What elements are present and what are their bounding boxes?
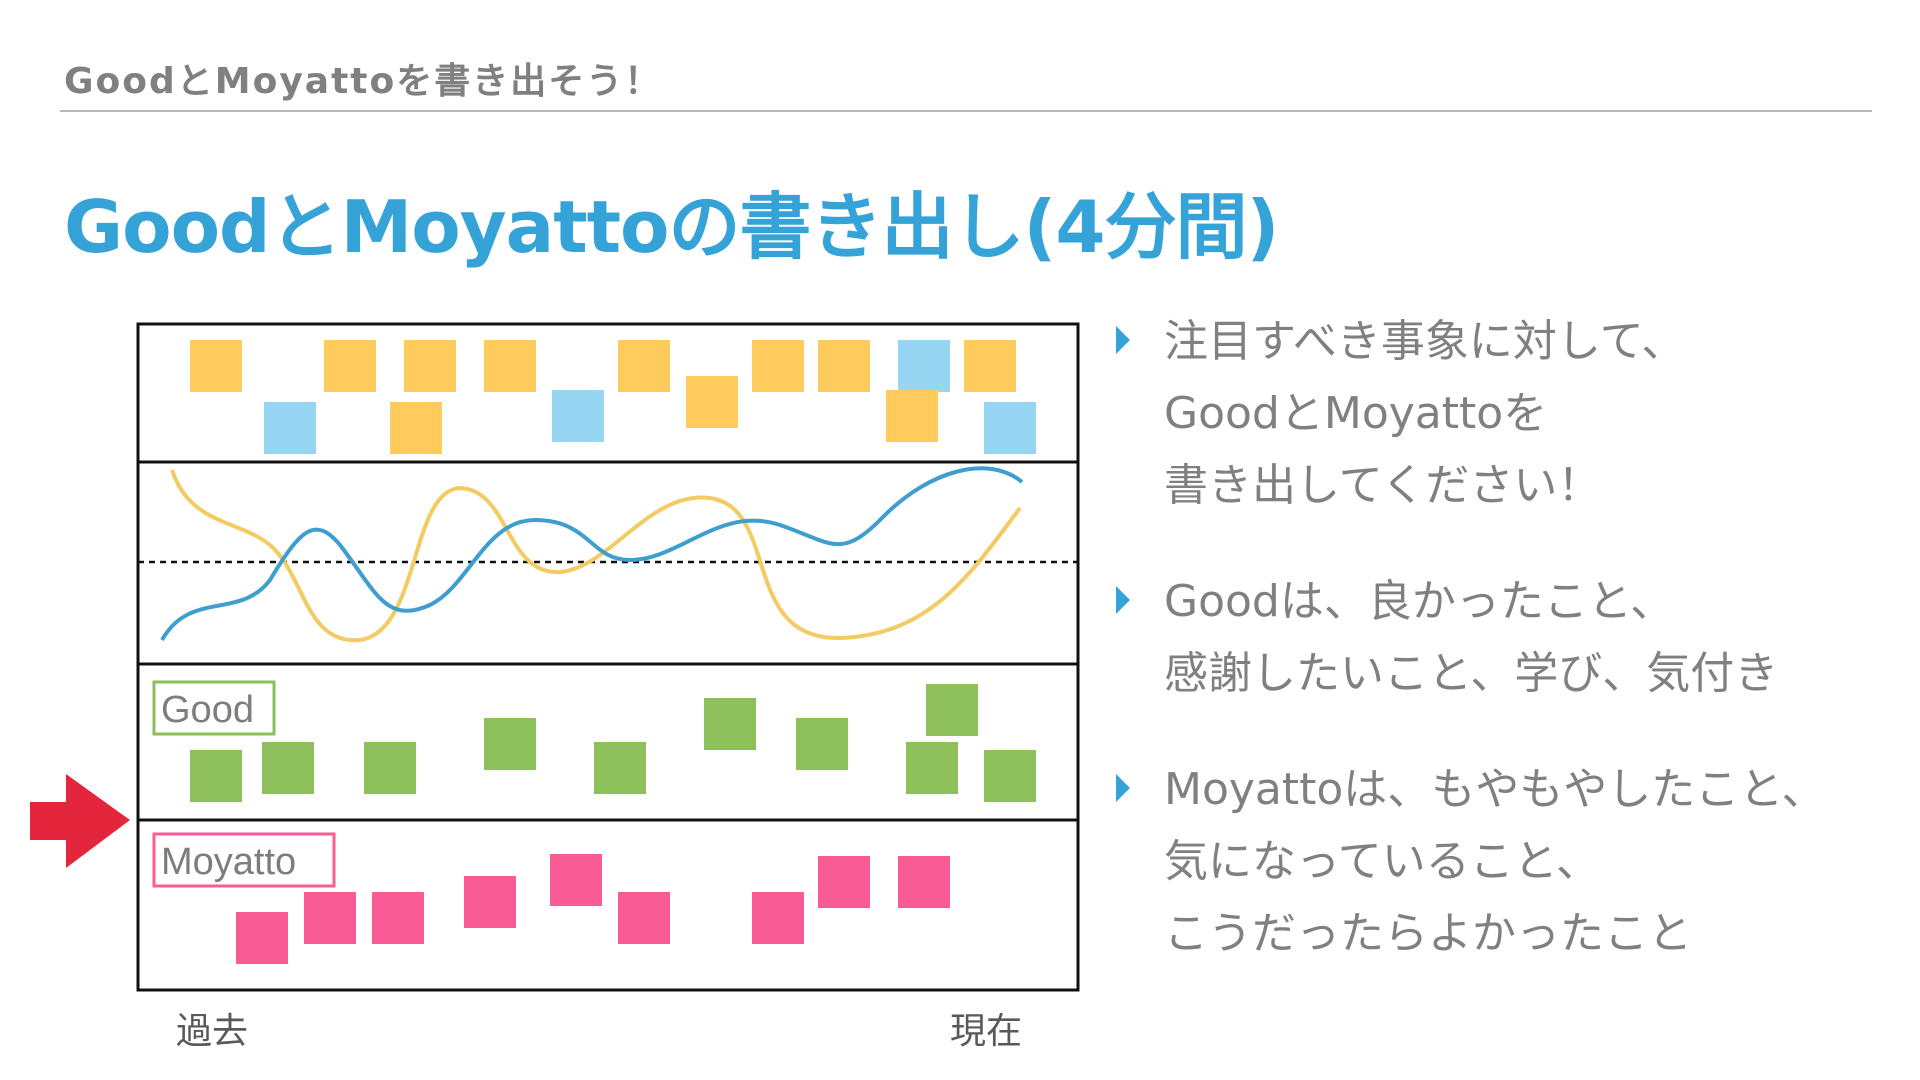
- moyatto-notes: [236, 854, 950, 964]
- sticky-note-moyatto: [304, 892, 356, 944]
- bullet-line: こうだったらよかったこと: [1164, 908, 1692, 959]
- bullet-item: Goodは、良かったこと、 感謝したいこと、学び、気付き: [1116, 566, 1906, 710]
- sticky-note-good: [704, 698, 756, 750]
- time-label-present: 現在: [950, 1011, 1023, 1052]
- moyatto-label-box: [152, 832, 336, 888]
- sticky-note-moyatto: [752, 892, 804, 944]
- sticky-note-good: [594, 742, 646, 794]
- bullet-line: 感謝したいこと、学び、気付き: [1164, 648, 1779, 699]
- sticky-note-good: [926, 684, 978, 736]
- sticky-note-moyatto: [618, 892, 670, 944]
- instruction-list: 注目すべき事象に対して、 GoodとMoyattoを 書き出してください！ Go…: [1116, 306, 1906, 1014]
- timeline-diagram: Good Moyatto: [30, 322, 1080, 992]
- sticky-note-yellow: [752, 340, 804, 392]
- sticky-note-moyatto: [236, 912, 288, 964]
- triangle-bullet-icon: [1116, 774, 1130, 802]
- sticky-note-yellow: [390, 402, 442, 454]
- sticky-note-good: [796, 718, 848, 770]
- slide-title: GoodとMoyattoの書き出し(4分間): [64, 185, 1279, 269]
- bullet-line: 注目すべき事象に対して、: [1164, 316, 1686, 367]
- sticky-note-blue: [552, 390, 604, 442]
- sticky-note-moyatto: [464, 876, 516, 928]
- sticky-note-yellow: [404, 340, 456, 392]
- triangle-bullet-icon: [1116, 326, 1130, 354]
- mood-curve-blue: [160, 466, 1024, 641]
- sticky-note-good: [906, 742, 958, 794]
- sticky-note-blue: [898, 340, 950, 392]
- sticky-note-yellow: [686, 376, 738, 428]
- sticky-note-good: [984, 750, 1036, 802]
- sticky-note-moyatto: [898, 856, 950, 908]
- sticky-note-good: [484, 718, 536, 770]
- good-notes: [190, 684, 1036, 802]
- good-label: Good: [161, 689, 254, 731]
- sticky-note-moyatto: [550, 854, 602, 906]
- mood-notes: [190, 340, 1036, 454]
- bullet-item: 注目すべき事象に対して、 GoodとMoyattoを 書き出してください！: [1116, 306, 1906, 522]
- bullet-line: GoodとMoyattoを: [1164, 388, 1548, 439]
- header-divider: [60, 110, 1872, 112]
- sticky-note-blue: [984, 402, 1036, 454]
- sticky-note-yellow: [190, 340, 242, 392]
- sticky-note-yellow: [324, 340, 376, 392]
- moyatto-label: Moyatto: [161, 841, 296, 883]
- sticky-note-yellow: [618, 340, 670, 392]
- bullet-line: Goodは、良かったこと、: [1164, 576, 1675, 627]
- bullet-line: 書き出してください！: [1164, 460, 1602, 511]
- bullet-line: 気になっていること、: [1164, 836, 1601, 887]
- sticky-note-moyatto: [818, 856, 870, 908]
- sticky-note-moyatto: [372, 892, 424, 944]
- sticky-note-yellow: [818, 340, 870, 392]
- sticky-note-blue: [264, 402, 316, 454]
- sticky-note-yellow: [886, 390, 938, 442]
- pointer-arrow-icon: [30, 774, 130, 868]
- sticky-note-good: [190, 750, 242, 802]
- sticky-note-yellow: [964, 340, 1016, 392]
- diagram-frame: [136, 322, 1080, 992]
- sticky-note-good: [364, 742, 416, 794]
- good-label-box: [152, 680, 276, 736]
- bullet-line: Moyattoは、もやもやしたこと、: [1164, 764, 1826, 815]
- time-label-past: 過去: [176, 1011, 249, 1052]
- slide-header: GoodとMoyattoを書き出そう！: [64, 61, 663, 102]
- mood-curve-yellow: [170, 469, 1022, 643]
- triangle-bullet-icon: [1116, 586, 1130, 614]
- sticky-note-yellow: [484, 340, 536, 392]
- sticky-note-good: [262, 742, 314, 794]
- bullet-item: Moyattoは、もやもやしたこと、 気になっていること、 こうだったらよかった…: [1116, 754, 1906, 970]
